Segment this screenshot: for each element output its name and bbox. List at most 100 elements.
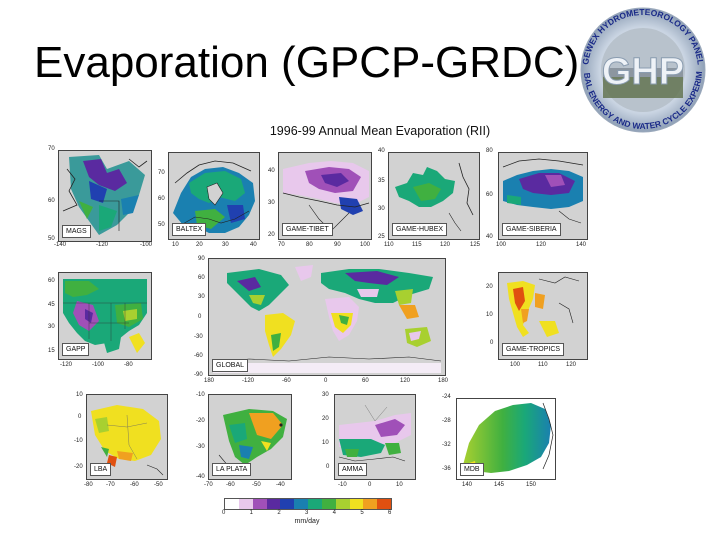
- map-panel-game-tropics: GAME-TROPICS: [498, 272, 588, 360]
- tick-label: 45: [48, 302, 55, 308]
- tick-label: -20: [196, 418, 205, 424]
- colorbar-unit: mm/day: [294, 518, 320, 525]
- panel-label: BALTEX: [172, 223, 207, 236]
- tick-label: 70: [278, 242, 285, 248]
- tick-label: 90: [334, 242, 341, 248]
- colorbar-segment: [294, 499, 309, 509]
- tick-label: 0: [368, 482, 372, 488]
- tick-label: 25: [378, 234, 385, 240]
- tick-label: 30: [222, 242, 229, 248]
- tick-label: 30: [268, 200, 275, 206]
- tick-label: 20: [486, 284, 493, 290]
- gewex-ghp-logo: GHP GEWEX HYDROMETEOROLOGY PANEL GLOBAL …: [570, 6, 706, 133]
- tick-label: 30: [198, 294, 205, 300]
- tick-label: 80: [486, 148, 493, 154]
- map-panel-mags: MAGS: [58, 150, 152, 242]
- tick-label: -60: [194, 353, 203, 359]
- tick-label: -40: [196, 474, 205, 480]
- tick-label: -70: [204, 482, 213, 488]
- map-panel-global: GLOBAL: [208, 258, 446, 376]
- map-panel-game-tibet: GAME-TIBET: [278, 152, 372, 240]
- colorbar-tick-label: 4: [332, 510, 336, 516]
- tick-label: -90: [194, 372, 203, 378]
- tick-label: 15: [48, 348, 55, 354]
- tick-label: -120: [96, 242, 109, 248]
- tick-label: 70: [158, 170, 165, 176]
- colorbar-segment: [321, 499, 337, 509]
- tick-label: 140: [462, 482, 473, 488]
- colorbar-tick-label: 3: [305, 510, 309, 516]
- tick-label: -10: [196, 392, 205, 398]
- colorbar-tick-label: 2: [277, 510, 281, 516]
- tick-label: -120: [242, 378, 255, 384]
- tick-label: 10: [76, 392, 83, 398]
- panel-label: MDB: [460, 463, 484, 476]
- panel-label: LA PLATA: [212, 463, 252, 476]
- tick-label: -70: [106, 482, 115, 488]
- slide-title: Evaporation (GPCP-GRDC): [34, 38, 580, 87]
- tick-label: 35: [378, 178, 385, 184]
- tick-label: 30: [378, 206, 385, 212]
- tick-label: -30: [194, 334, 203, 340]
- panel-label: GAME-SIBERIA: [502, 223, 561, 236]
- tick-label: -60: [282, 378, 291, 384]
- tick-label: -120: [60, 362, 73, 368]
- tick-label: -50: [154, 482, 163, 488]
- panel-label: GAME-TIBET: [282, 223, 333, 236]
- map-panel-lba: LBA: [86, 394, 168, 480]
- tick-label: -24: [442, 394, 451, 400]
- colorbar-segment: [349, 499, 364, 509]
- colorbar-segment: [377, 499, 392, 509]
- logo-center-text: GHP: [602, 51, 684, 93]
- tick-label: -20: [74, 464, 83, 470]
- tick-label: 180: [438, 378, 449, 384]
- tick-label: 0: [198, 314, 202, 320]
- tick-label: 180: [204, 378, 215, 384]
- colorbar-tick-label: 5: [360, 510, 364, 516]
- tick-label: 60: [486, 192, 493, 198]
- tick-label: 0: [490, 340, 494, 346]
- panel-label: MAGS: [62, 225, 91, 238]
- tick-label: -10: [338, 482, 347, 488]
- tick-label: 145: [494, 482, 505, 488]
- tick-label: 60: [198, 275, 205, 281]
- tick-label: -32: [442, 442, 451, 448]
- map-panel-game-siberia: GAME-SIBERIA: [498, 152, 588, 240]
- tick-label: 20: [268, 232, 275, 238]
- tick-label: 10: [172, 242, 179, 248]
- panel-label: AMMA: [338, 463, 367, 476]
- tick-label: 10: [486, 312, 493, 318]
- panel-label: LBA: [90, 463, 112, 476]
- tick-label: -80: [124, 362, 133, 368]
- tick-label: 110: [538, 362, 548, 368]
- tick-label: 10: [322, 440, 329, 446]
- tick-label: 140: [576, 242, 587, 248]
- tick-label: 60: [48, 198, 55, 204]
- tick-label: -10: [74, 438, 83, 444]
- map-panel-la-plata: LA PLATA: [208, 394, 292, 480]
- colorbar-segment: [363, 499, 378, 509]
- map-panel-mdb: MDB: [456, 398, 556, 480]
- tick-label: -50: [252, 482, 261, 488]
- tick-label: 100: [496, 242, 507, 248]
- map-panel-amma: AMMA: [334, 394, 416, 480]
- tick-label: 20: [322, 416, 329, 422]
- tick-label: 115: [412, 242, 422, 248]
- panel-label: GAME-HUBEX: [392, 223, 448, 236]
- tick-label: 60: [362, 378, 369, 384]
- tick-label: 80: [306, 242, 313, 248]
- tick-label: 100: [510, 362, 521, 368]
- panel-label: GAPP: [62, 343, 90, 356]
- tick-label: 150: [526, 482, 537, 488]
- tick-label: -40: [276, 482, 285, 488]
- map-panel-game-hubex: GAME-HUBEX: [388, 152, 480, 240]
- tick-label: -60: [130, 482, 139, 488]
- tick-label: -60: [226, 482, 235, 488]
- tick-label: 120: [440, 242, 451, 248]
- tick-label: 30: [48, 324, 55, 330]
- tick-label: 125: [470, 242, 481, 248]
- tick-label: -100: [92, 362, 105, 368]
- colorbar-segment: [225, 499, 240, 509]
- tick-label: 100: [360, 242, 371, 248]
- panel-label: GLOBAL: [212, 359, 249, 372]
